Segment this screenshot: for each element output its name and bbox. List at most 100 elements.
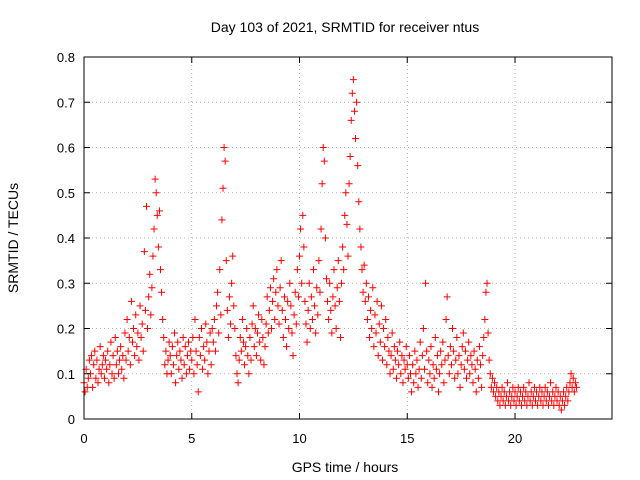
data-point	[243, 325, 251, 332]
data-point	[398, 352, 406, 360]
data-point	[457, 361, 465, 369]
data-point	[303, 338, 311, 346]
data-point	[319, 144, 327, 151]
data-point	[235, 356, 243, 364]
data-point	[460, 365, 468, 373]
data-point	[464, 356, 472, 364]
data-point	[297, 225, 305, 233]
data-point	[564, 397, 572, 405]
data-point	[283, 343, 291, 351]
data-point	[274, 302, 282, 310]
data-point	[89, 383, 97, 391]
data-point	[185, 338, 193, 346]
data-point	[472, 388, 480, 396]
data-point	[557, 406, 565, 414]
data-point	[410, 379, 418, 387]
data-point	[147, 311, 155, 319]
data-point	[93, 356, 101, 364]
data-point	[249, 302, 257, 310]
data-point	[152, 189, 160, 197]
data-point	[166, 352, 174, 360]
data-point	[561, 401, 569, 409]
data-point	[264, 329, 272, 337]
data-point	[298, 279, 306, 287]
data-point	[259, 334, 267, 342]
y-tick-label: 0.6	[57, 141, 75, 156]
data-point	[224, 334, 232, 342]
data-point	[385, 347, 393, 355]
y-axis-title: SRMTID / TECUs	[5, 183, 21, 293]
data-point	[100, 374, 108, 382]
data-point	[190, 370, 198, 378]
data-point	[324, 297, 332, 305]
data-point	[236, 334, 244, 342]
data-point	[317, 225, 325, 233]
data-point	[305, 279, 313, 287]
data-point	[345, 180, 353, 188]
data-point	[164, 356, 172, 364]
x-tick-label: 15	[400, 431, 414, 446]
data-point	[271, 315, 279, 323]
data-point	[343, 220, 351, 228]
data-point	[146, 270, 154, 278]
data-point	[456, 383, 464, 391]
data-point	[361, 297, 369, 305]
data-point	[335, 297, 343, 305]
data-point	[197, 325, 205, 332]
data-point	[377, 302, 385, 310]
data-point	[84, 374, 92, 382]
data-point	[422, 279, 430, 287]
data-point	[366, 334, 374, 342]
data-point	[219, 184, 227, 192]
data-point	[439, 338, 447, 346]
data-point	[444, 352, 452, 360]
data-point	[352, 134, 360, 142]
data-point	[108, 370, 116, 378]
data-point	[349, 76, 357, 84]
data-point	[442, 315, 450, 323]
data-point	[359, 288, 367, 296]
data-point	[169, 361, 177, 369]
data-point	[372, 329, 380, 337]
data-point	[332, 325, 340, 332]
data-point	[424, 379, 432, 387]
data-point	[468, 361, 476, 369]
data-point	[118, 365, 126, 373]
data-point	[412, 370, 420, 378]
data-point	[488, 374, 496, 382]
data-point	[220, 144, 228, 151]
data-point	[253, 329, 261, 337]
data-point	[117, 343, 125, 351]
data-point	[207, 361, 215, 369]
data-point	[329, 293, 337, 301]
data-point	[250, 343, 258, 351]
data-point	[213, 302, 221, 310]
data-point	[151, 175, 159, 183]
data-point	[364, 293, 372, 301]
chart-title: Day 103 of 2021, SRMTID for receiver ntu…	[211, 19, 479, 35]
data-point	[541, 383, 549, 391]
data-point	[133, 343, 141, 351]
data-point	[214, 288, 222, 296]
data-point	[286, 279, 294, 287]
data-point	[262, 320, 270, 328]
data-point	[231, 325, 239, 332]
data-point	[382, 315, 390, 323]
data-point	[438, 361, 446, 369]
data-point	[194, 388, 202, 396]
data-point	[431, 334, 439, 342]
x-tick-labels: 0 5 10 15 20	[80, 431, 522, 446]
data-point	[261, 343, 269, 351]
data-point	[180, 361, 188, 369]
data-point	[168, 343, 176, 351]
data-point	[107, 338, 115, 346]
data-point	[409, 361, 417, 369]
data-point	[225, 293, 233, 301]
data-point	[346, 153, 354, 161]
data-point	[251, 325, 259, 332]
data-point	[97, 370, 105, 378]
data-point	[92, 374, 100, 382]
data-point	[419, 325, 427, 332]
data-point	[154, 243, 162, 251]
data-point	[293, 266, 301, 274]
